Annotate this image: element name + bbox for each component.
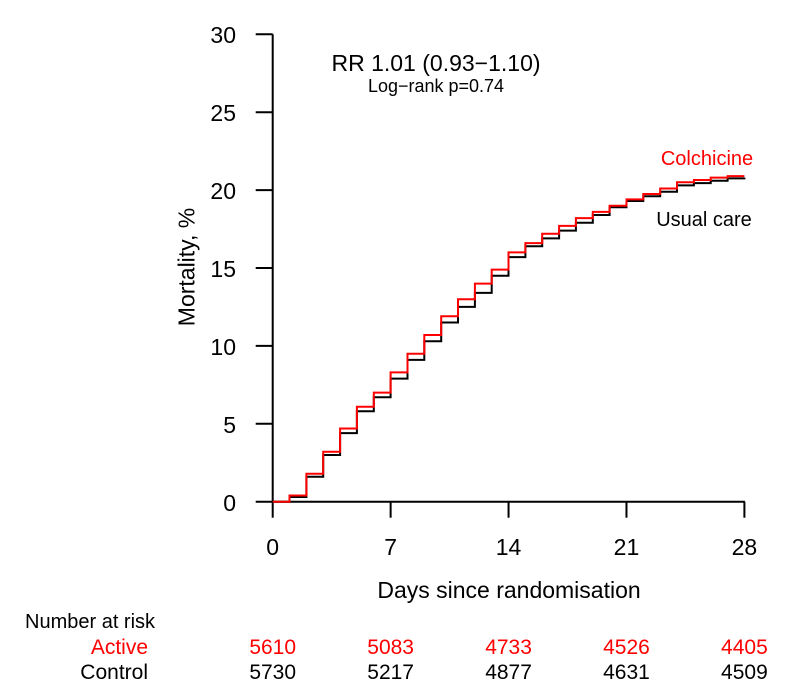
survival-curve-colchicine [272,175,745,503]
risk-row-label-control: Control [80,661,148,684]
risk-value-control-day0: 5730 [249,661,297,684]
x-tick-label-7: 7 [384,534,398,560]
risk-value-active-day0: 5610 [249,636,297,659]
risk-value-active-day14: 4733 [485,636,532,659]
y-tick-label-10: 10 [210,333,236,360]
curve-label-usual-care: Usual care [656,209,752,231]
risk-table-title: Number at risk [25,611,156,633]
x-tick-label-14: 14 [495,534,522,560]
risk-value-control-day28: 4509 [721,661,768,684]
y-tick-label-15: 15 [210,256,236,282]
x-tick-label-28: 28 [731,534,758,560]
rate-ratio-annotation: RR 1.01 (0.93−1.10) [331,50,541,76]
risk-value-active-day7: 5083 [367,636,414,659]
y-tick-label-25: 25 [210,100,236,127]
y-tick-label-5: 5 [223,411,236,438]
y-tick-label-0: 0 [223,489,236,516]
risk-value-control-day7: 5217 [367,661,414,684]
curve-label-colchicine: Colchicine [660,148,754,170]
y-tick-label-30: 30 [210,22,236,49]
risk-value-active-day21: 4526 [603,636,650,659]
x-tick-label-21: 21 [613,534,640,560]
log-rank-annotation: Log−rank p=0.74 [367,76,505,96]
x-tick-label-0: 0 [266,534,280,560]
risk-value-control-day21: 4631 [603,661,650,684]
risk-value-control-day14: 4877 [485,661,532,684]
risk-row-label-active: Active [90,636,148,659]
risk-value-active-day28: 4405 [721,636,768,659]
x-axis-title: Days since randomisation [377,577,641,603]
y-tick-label-20: 20 [210,178,236,205]
